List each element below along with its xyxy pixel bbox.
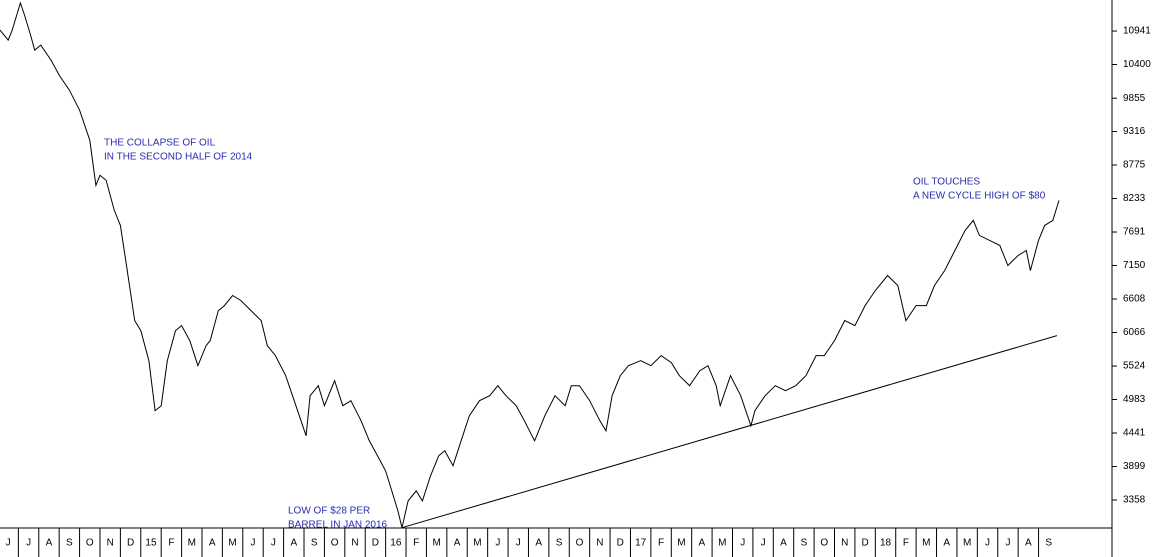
x-tick-label: N bbox=[841, 538, 848, 549]
x-tick-label: A bbox=[535, 538, 542, 549]
x-tick-label: J bbox=[985, 538, 990, 549]
x-tick-label: A bbox=[290, 538, 297, 549]
x-tick-label: F bbox=[903, 538, 909, 549]
x-tick-label: M bbox=[718, 538, 726, 549]
x-tick-label: M bbox=[473, 538, 481, 549]
y-tick-label: 8233 bbox=[1123, 193, 1146, 204]
y-tick-label: 4441 bbox=[1123, 428, 1146, 439]
x-tick-label: A bbox=[454, 538, 461, 549]
annotation: LOW OF $28 PER bbox=[288, 506, 370, 517]
x-tick-label: S bbox=[556, 538, 563, 549]
x-tick-label: F bbox=[658, 538, 664, 549]
x-tick-label: S bbox=[66, 538, 73, 549]
y-tick-label: 9855 bbox=[1123, 93, 1146, 104]
x-tick-label: A bbox=[780, 538, 787, 549]
annotation: OIL TOUCHES bbox=[913, 177, 980, 188]
x-tick-label: A bbox=[1025, 538, 1032, 549]
y-tick-label: 9316 bbox=[1123, 126, 1146, 137]
x-tick-label: M bbox=[188, 538, 196, 549]
annotation: A NEW CYCLE HIGH OF $80 bbox=[913, 191, 1046, 202]
x-tick-label: M bbox=[677, 538, 685, 549]
x-tick-label: A bbox=[209, 538, 216, 549]
y-tick-label: 7150 bbox=[1123, 260, 1146, 271]
x-tick-label: O bbox=[331, 538, 339, 549]
x-tick-label: N bbox=[596, 538, 603, 549]
x-tick-label: A bbox=[943, 538, 950, 549]
x-tick-label: J bbox=[271, 538, 276, 549]
x-tick-label: M bbox=[922, 538, 930, 549]
x-tick-label: O bbox=[576, 538, 584, 549]
x-tick-label: D bbox=[861, 538, 868, 549]
x-tick-label: N bbox=[107, 538, 114, 549]
x-tick-label: S bbox=[1045, 538, 1052, 549]
x-tick-label: O bbox=[86, 538, 94, 549]
y-tick-label: 7691 bbox=[1123, 227, 1146, 238]
y-tick-label: 8775 bbox=[1123, 160, 1146, 171]
y-tick-label: 3358 bbox=[1123, 495, 1146, 506]
x-tick-label: A bbox=[46, 538, 53, 549]
x-tick-label: 17 bbox=[635, 538, 647, 549]
x-tick-label: D bbox=[372, 538, 379, 549]
x-tick-label: 16 bbox=[390, 538, 402, 549]
x-tick-label: N bbox=[351, 538, 358, 549]
annotation: IN THE SECOND HALF OF 2014 bbox=[104, 152, 253, 163]
x-tick-label: J bbox=[251, 538, 256, 549]
price-line bbox=[0, 1, 1060, 528]
x-tick-label: M bbox=[228, 538, 236, 549]
x-tick-label: O bbox=[820, 538, 828, 549]
x-tick-label: A bbox=[699, 538, 706, 549]
x-tick-label: F bbox=[413, 538, 419, 549]
x-tick-label: J bbox=[740, 538, 745, 549]
y-tick-label: 3899 bbox=[1123, 461, 1146, 472]
x-tick-label: S bbox=[311, 538, 318, 549]
y-tick-label: 4983 bbox=[1123, 394, 1146, 405]
x-tick-label: J bbox=[1005, 538, 1010, 549]
x-tick-label: J bbox=[761, 538, 766, 549]
x-tick-label: J bbox=[26, 538, 31, 549]
x-tick-label: M bbox=[432, 538, 440, 549]
x-tick-label: J bbox=[6, 538, 11, 549]
x-tick-label: M bbox=[963, 538, 971, 549]
y-tick-label: 10400 bbox=[1123, 59, 1151, 70]
x-tick-label: D bbox=[617, 538, 624, 549]
x-tick-label: 18 bbox=[880, 538, 892, 549]
x-tick-label: J bbox=[516, 538, 521, 549]
x-tick-label: S bbox=[801, 538, 808, 549]
y-tick-label: 6066 bbox=[1123, 327, 1146, 338]
x-tick-label: D bbox=[127, 538, 134, 549]
y-tick-label: 5524 bbox=[1123, 361, 1146, 372]
x-tick-label: 15 bbox=[145, 538, 157, 549]
trend-line bbox=[401, 335, 1058, 529]
annotation: BARREL IN JAN 2016 bbox=[288, 520, 388, 531]
annotation: THE COLLAPSE OF OIL bbox=[104, 138, 216, 149]
y-tick-label: 10941 bbox=[1123, 26, 1151, 37]
y-tick-label: 6608 bbox=[1123, 294, 1146, 305]
x-tick-label: F bbox=[168, 538, 174, 549]
x-tick-label: J bbox=[495, 538, 500, 549]
